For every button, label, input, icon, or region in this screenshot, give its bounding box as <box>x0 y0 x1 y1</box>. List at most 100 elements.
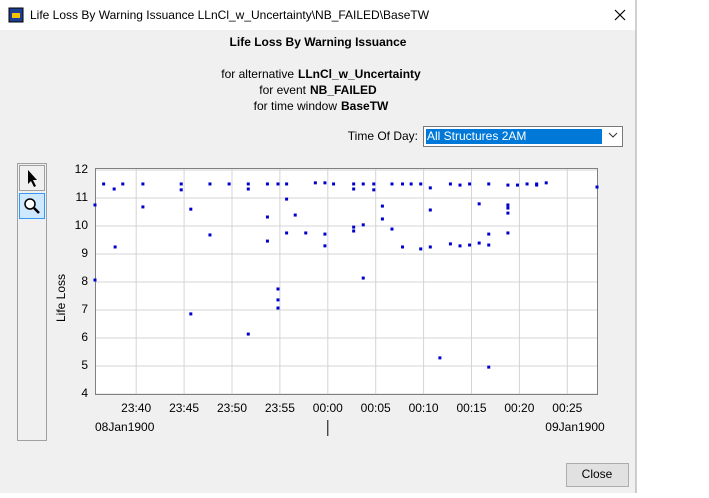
point <box>102 182 106 186</box>
point <box>401 245 405 249</box>
point <box>468 243 472 247</box>
pointer-icon <box>28 170 37 187</box>
y-tick-label: 11 <box>76 190 89 204</box>
point <box>372 182 376 186</box>
point <box>487 182 491 186</box>
y-tick-label: 7 <box>81 302 88 316</box>
point <box>380 204 384 208</box>
point <box>458 244 462 248</box>
point <box>352 187 356 191</box>
point <box>515 183 519 187</box>
subtitle-line: for time window BaseTW <box>254 99 389 113</box>
point <box>323 232 327 236</box>
zoom-icon <box>24 198 36 210</box>
close-x[interactable] <box>614 9 626 21</box>
point <box>276 287 280 291</box>
point <box>361 223 365 227</box>
point <box>304 231 308 235</box>
point <box>506 231 510 235</box>
point <box>352 182 356 186</box>
y-tick-label: 9 <box>81 246 88 260</box>
point <box>487 365 491 369</box>
point <box>332 182 336 186</box>
point <box>113 245 117 249</box>
x-date-label: 09Jan1900 <box>545 420 605 434</box>
point <box>276 298 280 302</box>
subtitle-line: for alternative LLnCl_w_Uncertainty <box>221 67 421 81</box>
y-tick-label: 12 <box>75 162 89 176</box>
point <box>189 312 193 316</box>
subtitle-line: for event NB_FAILED <box>259 83 377 97</box>
x-tick-label: 23:55 <box>265 401 295 415</box>
point <box>285 182 289 186</box>
y-tick-label: 10 <box>75 218 89 232</box>
point <box>477 241 481 245</box>
point <box>265 182 269 186</box>
y-tick-label: 5 <box>81 358 88 372</box>
point <box>428 208 432 212</box>
point <box>361 276 365 280</box>
point <box>285 197 289 201</box>
point <box>487 243 491 247</box>
y-tick-label: 6 <box>81 330 88 344</box>
point <box>380 217 384 221</box>
point <box>93 203 97 207</box>
subtitle-value: LLnCl_w_Uncertainty <box>298 67 421 81</box>
point <box>506 183 510 187</box>
x-tick-label: 00:10 <box>409 401 439 415</box>
x-tick-label: 23:40 <box>121 401 151 415</box>
x-tick-label: 00:00 <box>313 401 343 415</box>
point <box>372 188 376 192</box>
point <box>448 242 452 246</box>
point <box>525 182 529 186</box>
point <box>112 187 116 191</box>
x-tick-label: 00:25 <box>552 401 582 415</box>
title-bar <box>0 0 636 30</box>
point <box>323 244 327 248</box>
time-of-day-value: All Structures 2AM <box>427 129 526 143</box>
point <box>208 182 212 186</box>
point <box>313 181 317 185</box>
point <box>458 183 462 187</box>
time-of-day-label: Time Of Day: <box>348 129 418 143</box>
point <box>448 182 452 186</box>
point <box>189 207 193 211</box>
subtitle-text: for alternative <box>221 67 294 81</box>
point <box>544 181 548 185</box>
point <box>276 306 280 310</box>
close-button[interactable] <box>566 463 629 487</box>
subtitle-value: BaseTW <box>341 99 389 113</box>
point <box>428 186 432 190</box>
point <box>246 332 250 336</box>
point <box>265 239 269 243</box>
point <box>468 182 472 186</box>
point <box>595 185 599 189</box>
point <box>141 182 145 186</box>
subtitle-value: NB_FAILED <box>310 83 377 97</box>
y-tick-label: 4 <box>81 386 88 400</box>
point <box>208 233 212 237</box>
point <box>246 182 250 186</box>
point <box>506 206 510 210</box>
x-tick-label: 00:05 <box>361 401 391 415</box>
point <box>121 182 125 186</box>
point <box>141 205 145 209</box>
point <box>323 181 327 185</box>
point <box>390 227 394 231</box>
point <box>390 182 394 186</box>
point <box>419 182 423 186</box>
point <box>361 182 365 186</box>
point <box>428 245 432 249</box>
x-tick-label: 00:20 <box>504 401 534 415</box>
x-tick-label: 23:50 <box>217 401 247 415</box>
point <box>293 213 297 217</box>
point <box>409 182 413 186</box>
point <box>265 215 269 219</box>
x-date-label: 08Jan1900 <box>95 420 155 434</box>
point <box>285 231 289 235</box>
point <box>227 182 231 186</box>
window-title: Life Loss By Warning Issuance LLnCl_w_Un… <box>30 8 430 22</box>
subtitle-text: for event <box>259 83 306 97</box>
window-icon-detail <box>12 13 20 18</box>
